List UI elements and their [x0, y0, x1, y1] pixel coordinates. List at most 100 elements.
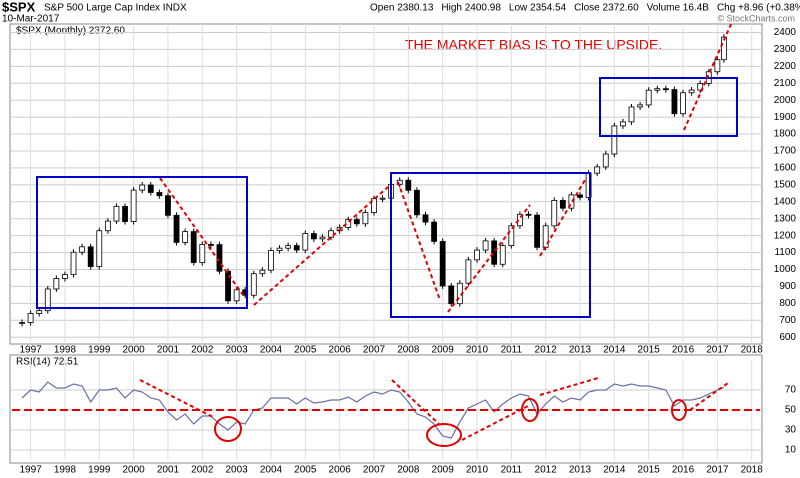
- y-tick-label: 50: [785, 405, 797, 416]
- x-tick-label: 2007: [363, 345, 386, 356]
- x-tick-label: 2008: [397, 345, 420, 356]
- candle: [79, 246, 86, 253]
- y-tick-label: 2300: [774, 44, 797, 55]
- y-tick-label: 1500: [774, 179, 797, 190]
- candle: [87, 246, 94, 268]
- candle: [534, 214, 540, 248]
- candle: [225, 270, 231, 302]
- quote-item: Chg +8.96 (+0.38%): [717, 3, 800, 14]
- candle: [379, 197, 386, 200]
- candle: [714, 59, 721, 73]
- x-tick-label: 2003: [226, 345, 249, 356]
- credit: © StockCharts.com: [717, 13, 795, 23]
- x-tick-label: 2014: [603, 345, 626, 356]
- candle: [405, 179, 412, 191]
- candle: [156, 192, 163, 197]
- candle: [439, 240, 446, 287]
- y-tick-label: 2400: [774, 27, 797, 38]
- candle: [525, 213, 532, 216]
- y-tick-label: 1800: [774, 129, 797, 140]
- candle: [27, 313, 34, 323]
- x-tick-label: 2005: [294, 465, 317, 476]
- candle: [594, 166, 601, 174]
- y-tick-label: 2100: [774, 78, 797, 89]
- candle: [310, 233, 317, 240]
- y-tick-label: 70: [785, 385, 797, 396]
- x-tick-label: 2003: [226, 465, 249, 476]
- y-tick-label: 700: [779, 315, 796, 326]
- candle: [697, 83, 704, 91]
- y-tick-label: 1300: [774, 213, 797, 224]
- candle: [122, 205, 128, 222]
- candle: [328, 230, 334, 238]
- candle: [551, 200, 558, 227]
- y-tick-label: 800: [779, 298, 796, 309]
- x-tick-label: 2017: [706, 465, 729, 476]
- quote: Open 2380.13 High 2400.98 Low 2354.54 Close…: [370, 3, 800, 14]
- candle: [130, 189, 137, 222]
- y-tick-label: 2200: [774, 61, 797, 72]
- candle: [62, 274, 68, 279]
- y-tick-label: 1900: [774, 112, 797, 123]
- candle: [482, 240, 489, 251]
- candle: [720, 36, 727, 61]
- y-tick-label: 10: [785, 445, 797, 456]
- symbol: $SPX: [2, 0, 36, 14]
- candle: [414, 189, 420, 216]
- rsi-line: [21, 381, 725, 439]
- x-tick-label: 2010: [466, 465, 489, 476]
- candle: [499, 245, 506, 265]
- x-tick-label: 2009: [432, 345, 455, 356]
- x-tick-label: 2004: [260, 465, 283, 476]
- candle: [559, 200, 566, 209]
- x-tick-label: 2013: [569, 345, 592, 356]
- x-tick-label: 2001: [157, 345, 180, 356]
- x-tick-label: 2009: [432, 465, 455, 476]
- x-tick-label: 2016: [672, 465, 695, 476]
- candle: [96, 230, 103, 268]
- candle: [474, 249, 480, 261]
- x-tick-label: 2008: [397, 465, 420, 476]
- box: [36, 176, 248, 309]
- x-tick-label: 2011: [501, 345, 523, 356]
- candle: [207, 244, 214, 246]
- rsi-legend: RSI(14) 72.51: [16, 357, 79, 368]
- candle: [662, 88, 669, 91]
- candle: [113, 205, 120, 222]
- candle: [139, 184, 146, 191]
- y-tick-label: 1600: [774, 163, 797, 174]
- trend-line: [253, 186, 389, 306]
- candle: [671, 89, 678, 115]
- candle: [147, 184, 154, 193]
- x-tick-label: 1999: [88, 345, 111, 356]
- date: 10-Mar-2017: [2, 14, 60, 25]
- price-panel: [9, 23, 763, 345]
- trend-line: [159, 177, 244, 296]
- candle: [268, 250, 274, 271]
- candle: [645, 89, 652, 106]
- candle: [70, 251, 77, 275]
- y-tick-label: 1200: [774, 230, 797, 241]
- candle: [44, 288, 51, 312]
- x-tick-label: 2013: [569, 465, 592, 476]
- quote-item: Low 2354.54: [509, 3, 567, 14]
- x-tick-label: 2010: [466, 345, 489, 356]
- box: [599, 77, 738, 137]
- candle: [620, 121, 626, 127]
- annotation: THE MARKET BIAS IS TO THE UPSIDE.: [405, 37, 662, 53]
- highlight-circle: [426, 423, 462, 447]
- x-tick-label: 2004: [260, 345, 283, 356]
- candle: [611, 125, 618, 155]
- candle: [19, 322, 25, 324]
- candle: [173, 214, 180, 243]
- y-tick-label: 900: [779, 281, 796, 292]
- x-tick-label: 2006: [329, 345, 352, 356]
- quote-item: Open 2380.13: [370, 3, 434, 14]
- candle: [250, 273, 257, 296]
- highlight-circle: [214, 416, 242, 442]
- candle: [190, 231, 197, 263]
- x-tick-label: 2005: [294, 345, 317, 356]
- x-tick-label: 2002: [191, 345, 214, 356]
